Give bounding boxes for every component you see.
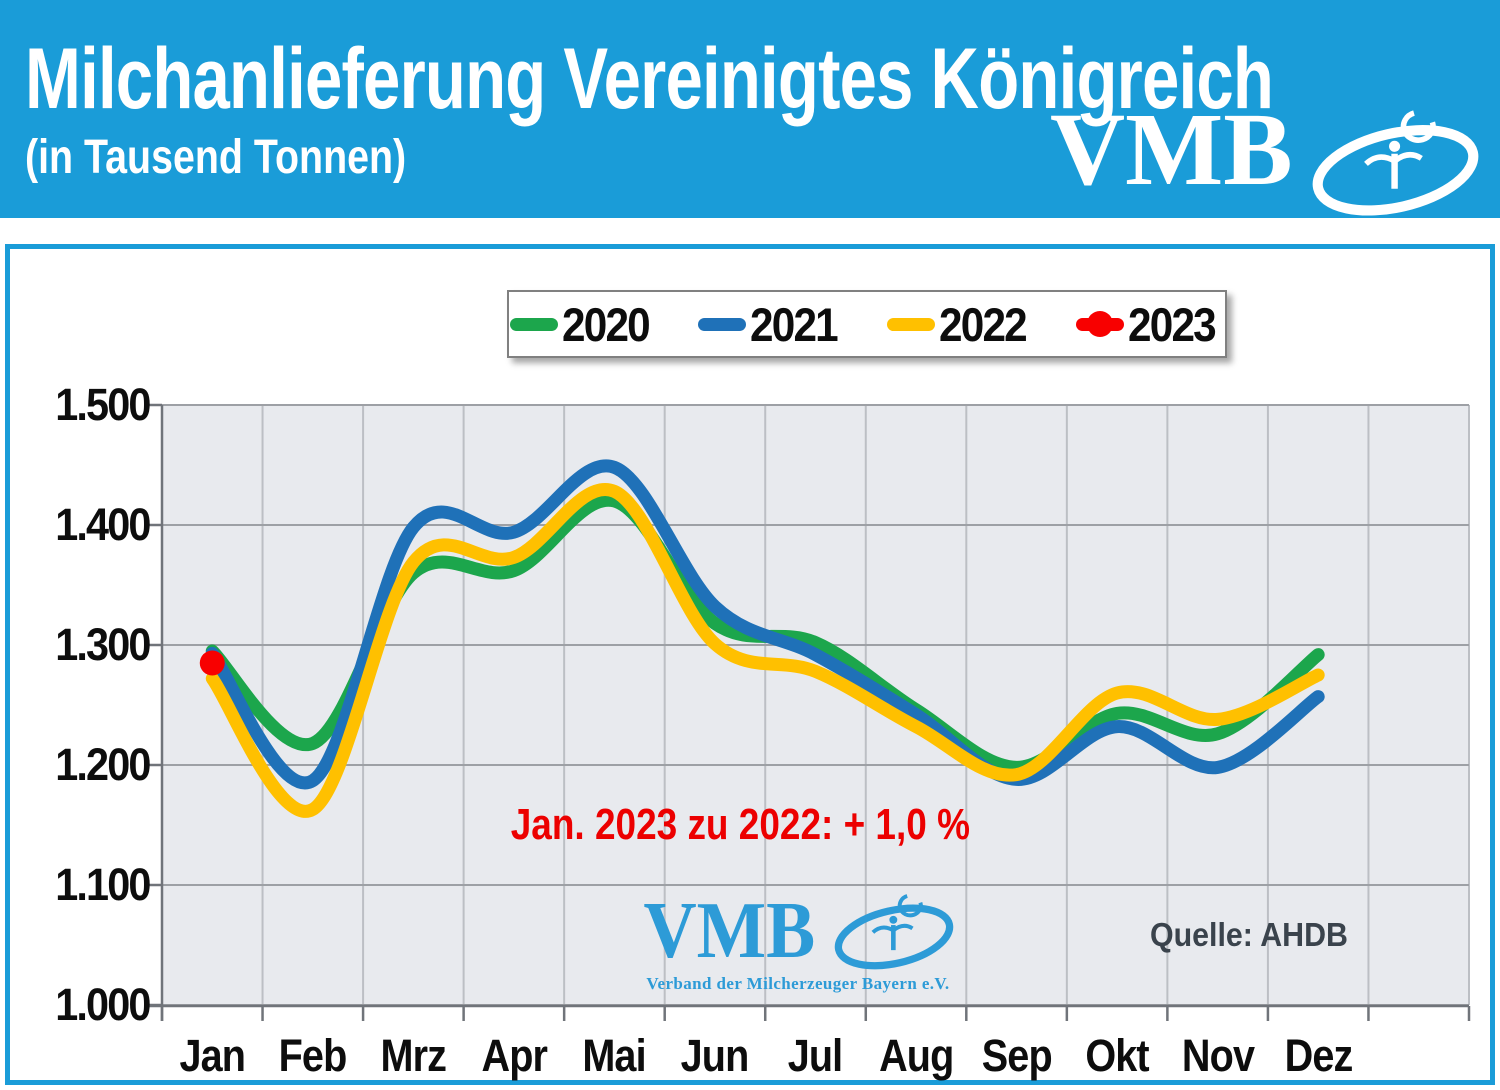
legend-swatch-2023: [1075, 311, 1124, 337]
legend-swatch-2020: [509, 317, 558, 331]
x-tick-label-Okt: Okt: [1085, 1030, 1149, 1081]
y-tick-label-1.000: 1.000: [55, 979, 152, 1030]
legend-item-2020: 2020: [509, 297, 659, 351]
legend-item-2023: 2023: [1075, 297, 1225, 351]
legend-swatch-2021: [698, 317, 747, 331]
x-tick-label-Nov: Nov: [1181, 1030, 1255, 1081]
page-subtitle: (in Tausend Tonnen): [25, 131, 407, 184]
y-tick-label-1.400: 1.400: [55, 499, 152, 550]
x-tick-label-Dez: Dez: [1284, 1030, 1353, 1081]
x-tick-label-Jan: Jan: [179, 1030, 246, 1081]
header-banner: Milchanlieferung Vereinigtes Königreich …: [0, 0, 1500, 218]
chart-legend: 2020 2021 2022 2023: [507, 290, 1227, 358]
watermark-subtext: Verband der Milcherzeuger Bayern e.V.: [646, 974, 950, 993]
x-tick-label-Jun: Jun: [681, 1030, 750, 1081]
legend-label-2020: 2020: [561, 297, 651, 351]
legend-label-2022: 2022: [939, 297, 1028, 351]
y-tick-label-1.200: 1.200: [55, 739, 152, 790]
vmb-logo-text: VMB: [1050, 92, 1293, 207]
legend-label-2021: 2021: [750, 297, 839, 351]
vmb-swirl-icon: [1312, 110, 1479, 216]
y-tick-label-1.500: 1.500: [55, 379, 152, 430]
legend-label-2023: 2023: [1127, 297, 1217, 351]
source-label: Quelle: AHDB: [1150, 916, 1348, 953]
y-tick-label-1.300: 1.300: [55, 619, 152, 670]
legend-item-2021: 2021: [698, 301, 847, 348]
legend-marker-dot: [1086, 311, 1113, 337]
annotation-text: Jan. 2023 zu 2022: + 1,0 %: [510, 800, 970, 849]
watermark-swirl-icon: [835, 894, 954, 970]
y-tick-label-1.100: 1.100: [55, 859, 152, 910]
x-tick-label-Apr: Apr: [481, 1030, 547, 1081]
vmb-logo: VMB: [1040, 98, 1490, 218]
page-title: Milchanlieferung Vereinigtes Königreich: [25, 31, 1274, 127]
x-tick-label-Mrz: Mrz: [380, 1030, 447, 1081]
legend-item-2022: 2022: [887, 301, 1036, 348]
x-tick-label-Sep: Sep: [981, 1030, 1053, 1081]
x-tick-label-Jul: Jul: [788, 1030, 843, 1081]
watermark: VMB Verband der Milcherzeuger Bayern e.V…: [628, 888, 968, 994]
legend-swatch-2022: [887, 317, 935, 331]
x-tick-label-Feb: Feb: [278, 1030, 348, 1081]
watermark-vmb-text: VMB: [643, 887, 815, 975]
x-tick-label-Mai: Mai: [582, 1030, 647, 1081]
x-tick-label-Aug: Aug: [878, 1030, 954, 1081]
